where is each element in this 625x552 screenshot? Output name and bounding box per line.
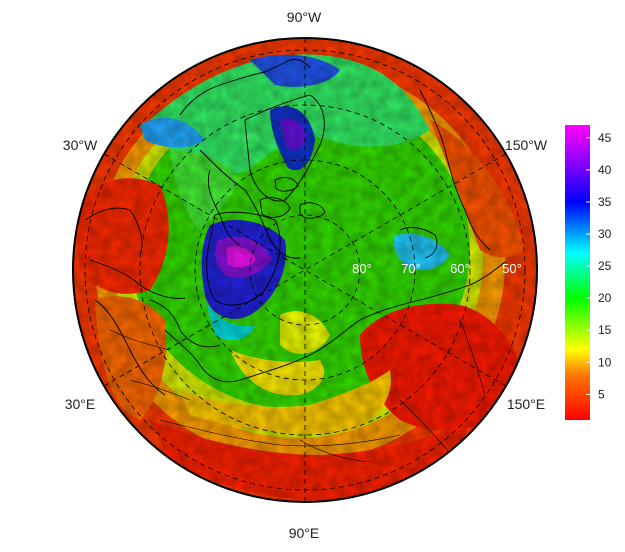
lon-label-30w: 30°W xyxy=(63,137,98,153)
lat-label-60: 60° xyxy=(450,261,470,276)
lat-label-50: 50° xyxy=(502,261,522,276)
colorbar-tick-label: 10 xyxy=(598,355,612,369)
colorbar-ticks: 45 40 35 30 25 20 15 10 5 xyxy=(586,131,612,401)
colorbar-tick-label: 20 xyxy=(598,291,612,305)
lat-label-80: 80° xyxy=(352,261,372,276)
colorbar-tick-label: 45 xyxy=(598,131,612,145)
colorbar-tick-label: 30 xyxy=(598,227,612,241)
colorbar-gradient xyxy=(565,125,590,420)
data-field xyxy=(73,38,537,502)
graticule xyxy=(84,38,526,502)
lon-label-30e: 30°E xyxy=(65,396,96,412)
colorbar: 45 40 35 30 25 20 15 10 5 xyxy=(565,125,612,420)
colorbar-tick-label: 25 xyxy=(598,259,612,273)
lon-label-150e: 150°E xyxy=(507,396,545,412)
lat-label-70: 70° xyxy=(401,261,421,276)
colorbar-tick-label: 5 xyxy=(598,387,605,401)
lon-label-150w: 150°W xyxy=(505,137,548,153)
coastlines xyxy=(84,59,506,463)
colorbar-tick-label: 40 xyxy=(598,163,612,177)
colorbar-tick-label: 15 xyxy=(598,323,612,337)
lon-label-90w: 90°W xyxy=(287,9,322,25)
colorbar-tick-label: 35 xyxy=(598,195,612,209)
map-border xyxy=(72,37,538,503)
lon-label-90e: 90°E xyxy=(289,525,320,541)
